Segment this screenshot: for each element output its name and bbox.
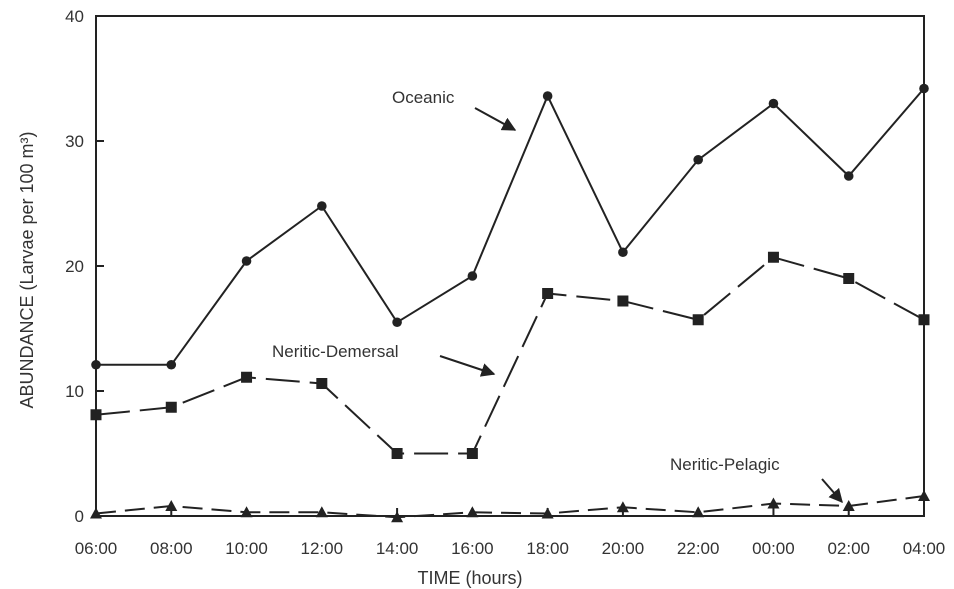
data-point: [543, 91, 553, 101]
series-annotation-label: Neritic-Pelagic: [670, 455, 780, 474]
annotation-arrow: [475, 108, 515, 130]
data-point: [317, 201, 327, 211]
data-point: [542, 288, 553, 299]
data-point: [843, 273, 854, 284]
data-point: [617, 296, 628, 307]
series-annotation-label: Neritic-Demersal: [272, 342, 399, 361]
data-point: [166, 360, 176, 370]
x-tick-label: 08:00: [150, 539, 193, 558]
data-point: [242, 256, 252, 266]
data-point: [91, 409, 102, 420]
data-point: [768, 252, 779, 263]
data-point: [91, 360, 101, 370]
data-point: [241, 372, 252, 383]
y-axis-label: ABUNDANCE (Larvae per 100 m³): [17, 131, 37, 408]
data-point: [316, 378, 327, 389]
data-point: [693, 155, 703, 165]
plot-frame: [96, 16, 924, 516]
series-neritic-demersal: [91, 252, 930, 459]
x-tick-label: 04:00: [903, 539, 946, 558]
x-tick-label: 12:00: [301, 539, 344, 558]
annotation-arrow: [822, 479, 842, 502]
series-line: [96, 496, 924, 517]
annotation-arrow: [440, 356, 494, 374]
y-tick-label: 40: [65, 7, 84, 26]
series-layer: [90, 84, 930, 523]
data-point: [392, 448, 403, 459]
data-point: [618, 247, 628, 257]
x-tick-label: 18:00: [526, 539, 569, 558]
y-tick-label: 0: [75, 507, 84, 526]
x-tick-label: 22:00: [677, 539, 720, 558]
x-tick-label: 06:00: [75, 539, 118, 558]
x-tick-label: 20:00: [602, 539, 645, 558]
data-point: [467, 448, 478, 459]
data-point: [166, 402, 177, 413]
x-tick-label: 10:00: [225, 539, 268, 558]
x-tick-label: 00:00: [752, 539, 795, 558]
x-axis-label: TIME (hours): [417, 568, 522, 588]
data-point: [392, 317, 402, 327]
series-line: [96, 89, 924, 365]
series-neritic-pelagic: [90, 490, 930, 522]
series-line: [96, 257, 924, 453]
data-point: [769, 99, 779, 109]
series-annotation-label: Oceanic: [392, 88, 455, 107]
plot-border: [96, 16, 924, 516]
y-tick-label: 20: [65, 257, 84, 276]
x-tick-label: 16:00: [451, 539, 494, 558]
y-tick-label: 10: [65, 382, 84, 401]
data-point: [844, 171, 854, 181]
data-point: [918, 490, 930, 501]
x-tick-label: 02:00: [827, 539, 870, 558]
y-tick-label: 30: [65, 132, 84, 151]
data-point: [919, 84, 929, 94]
y-axis-ticks: 0 10 20 30 40: [65, 7, 104, 526]
data-point: [468, 271, 478, 281]
x-tick-label: 14:00: [376, 539, 419, 558]
data-point: [693, 314, 704, 325]
data-point: [919, 314, 930, 325]
